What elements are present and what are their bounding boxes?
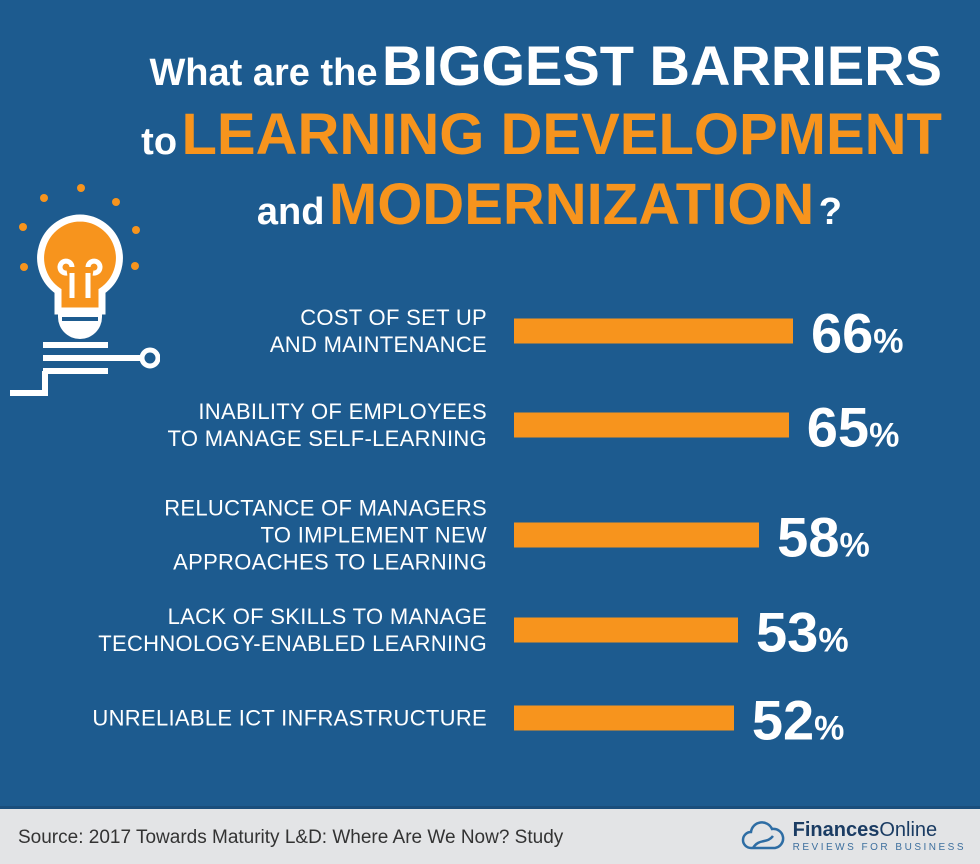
bar-label: UNRELIABLE ICT INFRASTRUCTURE [92,705,487,732]
data-label: 53% [756,600,849,665]
data-unit: % [869,416,900,455]
bar-label-line: LACK OF SKILLS TO MANAGE [167,604,487,629]
bar-label-line: RELUCTANCE OF MANAGERS [164,495,487,521]
bar-label-line: TO IMPLEMENT NEW [260,522,487,548]
data-label: 58% [777,505,870,570]
bar [514,705,734,731]
data-value: 52 [751,688,815,752]
data-value: 53 [756,600,819,664]
title-text: MODERNIZATION [328,172,815,237]
title-text: What are the [149,52,378,94]
financesonline-logo[interactable]: FinancesOnline REVIEWS FOR BUSINESS [741,819,966,853]
title-text: BIGGEST BARRIERS [381,34,942,97]
bar-label-line: COST OF SET UP [300,305,487,330]
data-value: 66 [811,301,874,365]
bar [514,522,760,548]
data-label: 52% [752,688,845,753]
title-text: ? [818,191,842,233]
bar-label-line: AND MAINTENANCE [269,332,487,357]
bar [514,318,793,344]
bar-label: COST OF SET UP AND MAINTENANCE [270,304,487,358]
title-text: LEARNING DEVELOPMENT [181,102,943,167]
logo-text: Online [879,819,938,841]
bar-label-line: TECHNOLOGY-ENABLED LEARNING [98,631,487,656]
data-label: 65% [807,395,900,460]
bar-label-line: INABILITY OF EMPLOYEES [198,399,487,424]
data-unit: % [873,322,904,361]
data-unit: % [818,621,849,660]
bar-label: RELUCTANCE OF MANAGERS TO IMPLEMENT NEW AP… [164,495,487,576]
data-label: 66% [811,301,904,366]
bar-label: INABILITY OF EMPLOYEES TO MANAGE SELF-LEA… [168,398,487,452]
bar-label-line: TO MANAGE SELF-LEARNING [167,426,487,451]
logo-text: Finances [792,819,880,841]
bar [514,617,739,643]
data-value: 58 [777,505,840,569]
bar [514,412,789,438]
data-unit: % [839,526,870,565]
lightbulb-icon [10,184,160,396]
source-text: Source: 2017 Towards Maturity L&D: Where… [18,827,564,848]
footer: Source: 2017 Towards Maturity L&D: Where… [0,806,980,864]
bar-label-line: UNRELIABLE ICT INFRASTRUCTURE [92,705,487,731]
data-unit: % [814,709,845,748]
chart-title: What are the BIGGEST BARRIERS to LEARNIN… [141,38,942,246]
logo-tagline: REVIEWS FOR BUSINESS [792,842,966,853]
bar-label-line: APPROACHES TO LEARNING [173,549,487,575]
cloud-icon [741,821,784,850]
title-text: and [256,191,325,233]
title-text: to [141,121,178,163]
data-value: 65 [806,395,870,459]
bar-label: LACK OF SKILLS TO MANAGE TECHNOLOGY-ENABL… [98,603,487,657]
